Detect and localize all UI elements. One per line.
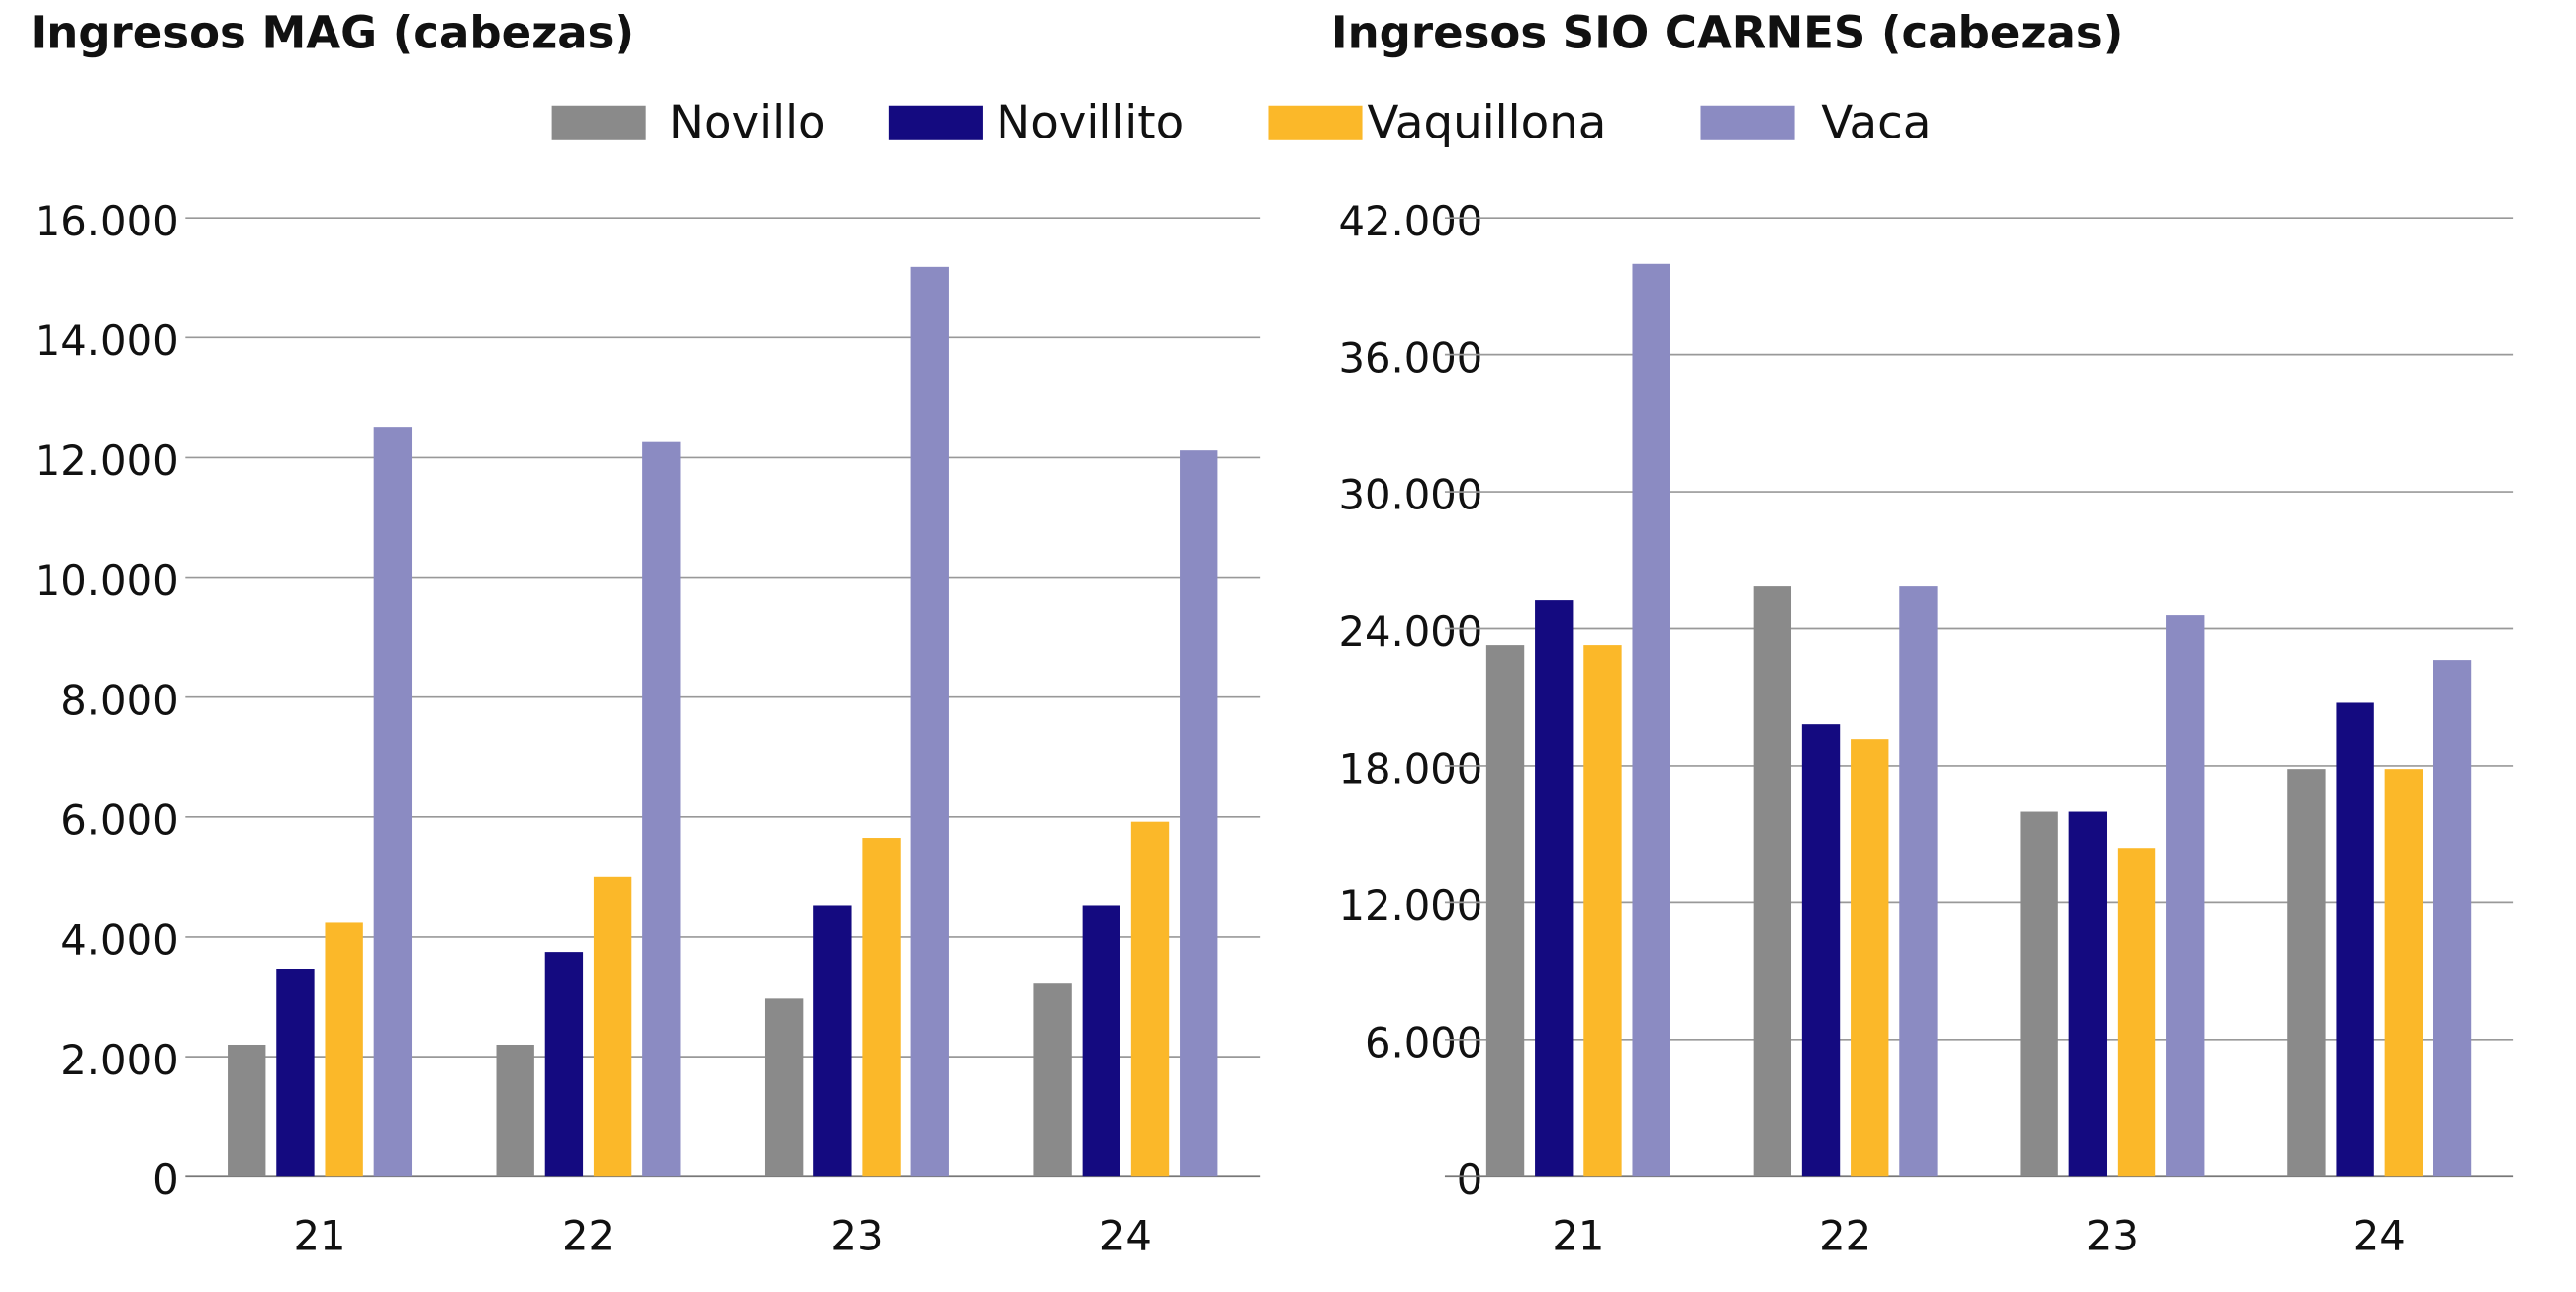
y-tick-label: 0: [152, 1155, 179, 1204]
legend-swatch: [1268, 105, 1363, 140]
bar: [1033, 983, 1072, 1177]
bar: [1632, 263, 1670, 1177]
bar: [1753, 586, 1792, 1177]
bar: [496, 1044, 534, 1177]
y-tick-label: 4.000: [60, 916, 178, 965]
x-tick-label: 24: [2353, 1212, 2406, 1260]
bar: [1851, 739, 1889, 1177]
bar: [544, 952, 584, 1177]
y-tick-label: 6.000: [60, 796, 178, 845]
y-tick-label: 8.000: [60, 676, 178, 724]
legend-label: Vaca: [1821, 96, 1931, 149]
legend-label: Novillito: [996, 96, 1184, 149]
x-tick-label: 22: [562, 1212, 615, 1260]
bar: [1583, 645, 1622, 1177]
x-tick-label: 23: [830, 1212, 883, 1260]
y-tick-label: 14.000: [35, 317, 179, 365]
x-tick-label: 23: [2086, 1212, 2139, 1260]
bar: [2287, 769, 2326, 1177]
bar: [1130, 821, 1170, 1177]
y-tick-label: 24.000: [1338, 607, 1482, 656]
bar: [373, 427, 413, 1177]
x-tick-label: 21: [294, 1212, 346, 1260]
bar: [764, 998, 804, 1177]
legend-label: Vaquillona: [1368, 96, 1607, 149]
legend-swatch: [1700, 105, 1795, 140]
bar: [1899, 586, 1938, 1177]
bar: [2166, 615, 2205, 1177]
bar: [862, 838, 901, 1177]
y-tick-label: 10.000: [35, 556, 179, 604]
y-tick-label: 0: [1457, 1155, 1483, 1204]
y-tick-label: 2.000: [60, 1036, 178, 1084]
bar: [593, 876, 632, 1177]
y-tick-label: 6.000: [1365, 1018, 1482, 1066]
bar: [2384, 769, 2424, 1177]
bar: [1535, 600, 1574, 1177]
y-tick-label: 36.000: [1338, 333, 1482, 382]
chart-title: Ingresos SIO CARNES (cabezas): [1331, 7, 2123, 59]
bar: [276, 969, 315, 1177]
legend-label: Novillo: [669, 96, 826, 149]
bar: [1485, 645, 1525, 1177]
x-tick-label: 21: [1552, 1212, 1604, 1260]
y-tick-label: 16.000: [35, 197, 179, 245]
chart-title: Ingresos MAG (cabezas): [31, 7, 635, 59]
bar: [2117, 848, 2156, 1177]
x-tick-label: 24: [1099, 1212, 1152, 1260]
bar: [2020, 811, 2058, 1177]
bar: [1082, 905, 1120, 1177]
bar: [1180, 450, 1218, 1177]
bar: [1801, 724, 1841, 1177]
y-tick-label: 30.000: [1338, 471, 1482, 519]
y-tick-label: 12.000: [1338, 881, 1482, 930]
bar: [325, 922, 363, 1177]
bar: [2433, 660, 2472, 1177]
legend-swatch: [888, 105, 983, 140]
legend-swatch: [551, 105, 646, 140]
y-tick-label: 42.000: [1338, 197, 1482, 245]
y-tick-label: 12.000: [35, 436, 179, 485]
bar: [228, 1044, 266, 1177]
bar: [813, 905, 852, 1177]
x-tick-label: 22: [1819, 1212, 1871, 1260]
bar: [2336, 702, 2374, 1177]
bar: [2068, 811, 2108, 1177]
y-tick-label: 18.000: [1338, 745, 1482, 793]
bar: [642, 441, 681, 1177]
bar: [910, 266, 949, 1177]
